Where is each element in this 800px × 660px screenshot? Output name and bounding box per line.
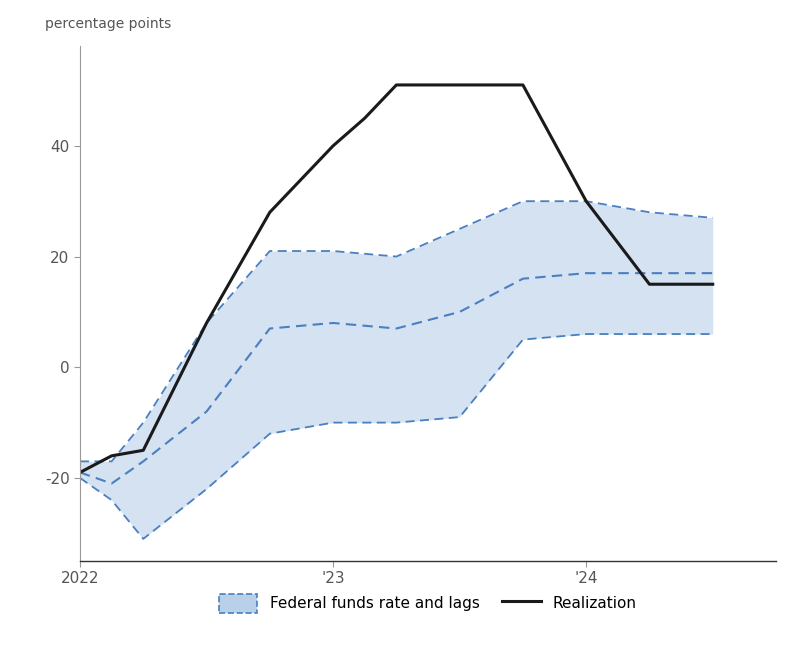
Legend: Federal funds rate and lags, Realization: Federal funds rate and lags, Realization (211, 586, 645, 620)
Text: percentage points: percentage points (45, 16, 171, 31)
